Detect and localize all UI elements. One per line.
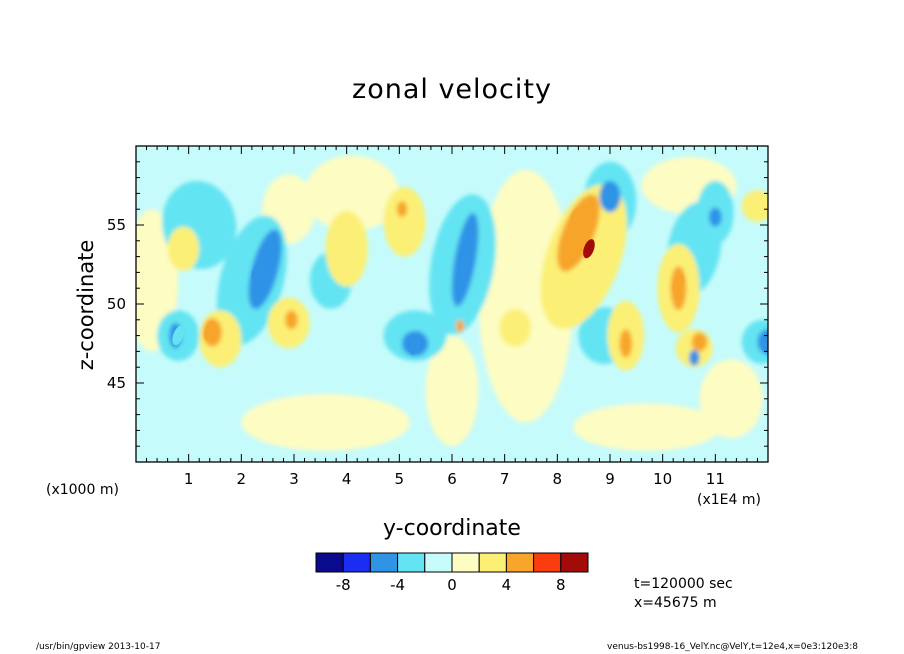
contour-region (557, 194, 600, 272)
x-tick-label: 5 (395, 470, 405, 488)
extremum-marker (604, 187, 616, 207)
colorbar-swatch (315, 552, 344, 573)
extremum-marker (583, 239, 595, 259)
contour-field (136, 146, 768, 462)
contour-region (699, 359, 763, 439)
extremum-marker (762, 332, 768, 352)
x-tick-label: 7 (500, 470, 510, 488)
contour-region (499, 308, 531, 347)
contour-region (741, 190, 768, 222)
extremum-marker (459, 254, 471, 275)
x-axis-unit-note: (x1E4 m) (697, 492, 761, 508)
x-tick-label: 4 (342, 470, 352, 488)
colorbar-tick-label: 0 (447, 576, 457, 594)
contour-region (285, 310, 298, 330)
footer-right: venus-bs1998-16_VelY.nc@VelY,t=12e4,x=0e… (607, 642, 858, 652)
extremum-marker (203, 321, 216, 341)
x-tick-label: 1 (184, 470, 194, 488)
footer-left: /usr/bin/gpview 2013-10-17 (36, 642, 161, 652)
contour-region (248, 229, 282, 310)
contour-region (425, 335, 479, 447)
chart-title: zonal velocity (352, 74, 552, 105)
extremum-marker (409, 335, 421, 355)
y-tick-label: 50 (107, 295, 126, 313)
contour-region (304, 155, 400, 232)
contour-region (573, 403, 721, 451)
contour-region (455, 319, 465, 333)
y-tick-label: 45 (107, 374, 126, 392)
x-axis-label: y-coordinate (383, 516, 521, 541)
extremum-marker (672, 273, 685, 294)
contour-region (241, 394, 410, 451)
colorbar-tick-label: -4 (390, 576, 405, 594)
x-tick-label: 6 (447, 470, 457, 488)
x-tick-label: 2 (237, 470, 247, 488)
x-tick-label: 3 (289, 470, 299, 488)
contour-region (619, 329, 633, 358)
extremum-marker (251, 262, 263, 282)
colorbar-swatch (451, 552, 480, 573)
colorbar: -8 -4 0 4 8 (315, 552, 589, 594)
contour-region (709, 207, 722, 227)
colorbar-tick-label: 4 (502, 576, 512, 594)
colorbar-swatch (397, 552, 426, 573)
colorbar-swatch (369, 552, 399, 573)
x-tick-label: 10 (653, 470, 672, 488)
extremum-marker (569, 207, 582, 227)
time-annotation: t=120000 sec (634, 576, 733, 592)
colorbar-tick-label: 8 (556, 576, 566, 594)
contour-region (396, 201, 408, 218)
colorbar-swatch (478, 552, 507, 573)
contour-region (167, 226, 200, 271)
y-tick-label: 55 (107, 216, 126, 234)
extremum-marker (172, 326, 184, 346)
contour-region (478, 169, 574, 423)
colorbar-swatch (342, 552, 371, 573)
x-position-annotation: x=45675 m (634, 595, 717, 611)
colorbar-swatch (560, 552, 589, 573)
x-tick-label: 9 (605, 470, 615, 488)
colorbar-swatch (505, 552, 535, 573)
y-axis-unit-note: (x1000 m) (46, 482, 119, 498)
colorbar-tick-label: -8 (336, 576, 351, 594)
colorbar-swatch (424, 552, 453, 573)
contour-region (383, 187, 426, 257)
contour-region (689, 349, 700, 366)
x-tick-label: 11 (706, 470, 725, 488)
x-tick-label: 8 (553, 470, 563, 488)
colorbar-swatch (533, 552, 562, 573)
contour-region (325, 210, 368, 287)
contour-region (741, 319, 768, 365)
contour-region (691, 332, 708, 352)
